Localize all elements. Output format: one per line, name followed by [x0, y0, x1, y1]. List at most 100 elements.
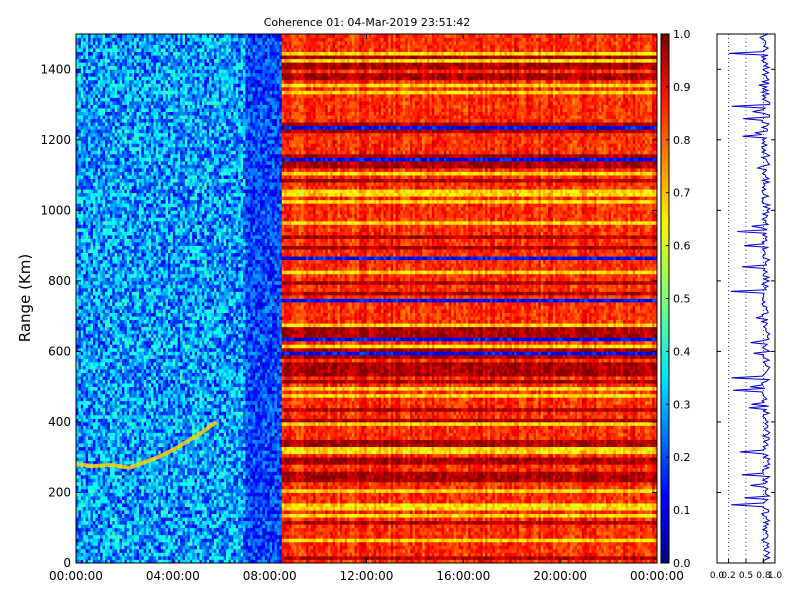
heatmap-cell — [107, 397, 111, 402]
heatmap-cell — [78, 224, 82, 229]
heatmap-cell — [136, 69, 140, 74]
heatmap-cell — [85, 319, 89, 324]
heatmap-cell — [151, 418, 154, 423]
heatmap-cell — [85, 531, 89, 536]
heatmap-cell — [102, 259, 106, 264]
heatmap-cell — [122, 259, 125, 264]
heatmap-cell — [88, 196, 91, 201]
heatmap-cell — [112, 125, 116, 130]
heatmap-cell — [88, 316, 91, 321]
heatmap-cell — [122, 351, 125, 356]
heatmap-cell — [83, 365, 87, 370]
heatmap-cell — [102, 189, 106, 194]
heatmap-cell — [109, 199, 113, 204]
heatmap-cell — [90, 418, 94, 423]
heatmap-cell — [148, 411, 152, 416]
heatmap-cell — [76, 397, 79, 402]
heatmap-cell — [85, 450, 89, 455]
heatmap-cell — [76, 390, 79, 395]
heatmap-cell — [76, 171, 79, 176]
heatmap-cell — [136, 210, 140, 215]
heatmap-cell — [122, 443, 125, 448]
heatmap-cell — [117, 62, 120, 67]
heatmap-cell — [143, 273, 147, 278]
heatmap-cell — [83, 467, 87, 472]
heatmap-cell — [107, 115, 111, 120]
heatmap-cell — [83, 86, 87, 91]
heatmap-cell — [148, 344, 152, 349]
heatmap-cell — [148, 51, 152, 56]
heatmap-cell — [88, 555, 91, 560]
heatmap-cell — [124, 153, 128, 158]
heatmap-cell — [146, 199, 150, 204]
heatmap-cell — [114, 51, 118, 56]
heatmap-cell — [78, 316, 82, 321]
heatmap-cell — [95, 238, 99, 243]
heatmap-cell — [129, 101, 133, 105]
heatmap-cell — [138, 527, 142, 532]
heatmap-cell — [146, 196, 150, 201]
heatmap-cell — [97, 428, 101, 433]
heatmap-cell — [80, 517, 84, 522]
heatmap-cell — [153, 337, 157, 342]
heatmap-cell — [102, 76, 106, 81]
heatmap-cell — [136, 316, 140, 321]
heatmap-cell — [151, 333, 154, 338]
heatmap-cell — [83, 93, 87, 98]
heatmap-cell — [78, 446, 82, 451]
heatmap-cell — [112, 227, 116, 232]
heatmap-cell — [76, 492, 79, 497]
heatmap-cell — [100, 58, 104, 63]
heatmap-cell — [114, 150, 118, 155]
heatmap-cell — [92, 122, 96, 127]
heatmap-cell — [134, 206, 137, 211]
heatmap-cell — [80, 443, 84, 448]
heatmap-cell — [136, 160, 140, 165]
heatmap-cell — [112, 376, 116, 381]
heatmap-cell — [97, 347, 101, 352]
heatmap-cell — [148, 298, 152, 303]
heatmap-cell — [83, 224, 87, 229]
heatmap-cell — [114, 101, 118, 105]
heatmap-cell — [112, 361, 116, 366]
heatmap-cell — [136, 443, 140, 448]
heatmap-cell — [117, 55, 120, 60]
heatmap-cell — [97, 453, 101, 458]
heatmap-cell — [85, 446, 89, 451]
heatmap-cell — [146, 157, 150, 162]
heatmap-cell — [88, 481, 91, 486]
heatmap-cell — [148, 136, 152, 141]
heatmap-cell — [131, 48, 135, 53]
heatmap-cell — [119, 379, 123, 384]
heatmap-cell — [83, 326, 87, 331]
heatmap-cell — [117, 90, 120, 95]
heatmap-cell — [102, 439, 106, 444]
heatmap-cell — [105, 242, 108, 246]
heatmap-cell — [153, 277, 157, 282]
heatmap-cell — [80, 354, 84, 359]
heatmap-cell — [100, 499, 104, 504]
heatmap-cell — [153, 294, 157, 299]
heatmap-cell — [141, 552, 145, 557]
heatmap-cell — [90, 189, 94, 194]
heatmap-cell — [83, 118, 87, 123]
heatmap-cell — [88, 351, 91, 356]
heatmap-cell — [112, 58, 116, 63]
heatmap-cell — [143, 48, 147, 53]
heatmap-cell — [131, 220, 135, 225]
heatmap-cell — [146, 390, 150, 395]
heatmap-cell — [141, 361, 145, 366]
heatmap-cell — [97, 72, 101, 77]
heatmap-cell — [80, 55, 84, 60]
heatmap-cell — [90, 213, 94, 218]
heatmap-cell — [153, 175, 157, 179]
heatmap-cell — [134, 344, 137, 349]
heatmap-cell — [85, 302, 89, 306]
heatmap-cell — [80, 358, 84, 363]
heatmap-cell — [141, 86, 145, 91]
heatmap-cell — [134, 330, 137, 335]
heatmap-cell — [124, 294, 128, 299]
heatmap-cell — [80, 545, 84, 550]
heatmap-cell — [102, 354, 106, 359]
heatmap-cell — [126, 115, 130, 120]
